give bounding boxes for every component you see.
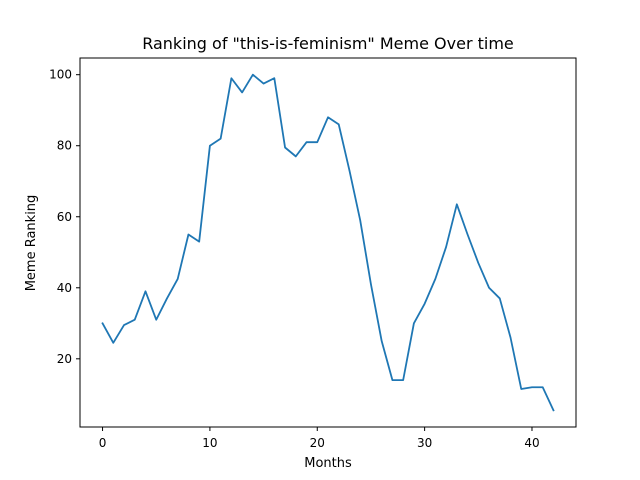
data-point (434, 278, 436, 280)
x-tick-label: 40 (524, 436, 539, 450)
data-point (542, 386, 544, 388)
data-point (477, 262, 479, 264)
data-point (144, 290, 147, 292)
y-tick-label: 60 (57, 210, 72, 224)
data-point (499, 297, 501, 300)
y-tick-label: 100 (49, 68, 72, 82)
chart-title: Ranking of "this-is-feminism" Meme Over … (142, 34, 514, 53)
x-tick-label: 20 (310, 436, 325, 450)
data-point (123, 324, 125, 326)
data-point (112, 342, 114, 344)
y-axis-label: Meme Ranking (24, 195, 39, 292)
y-axis-ticks: 20 40 60 80 100 (49, 68, 80, 366)
y-tick-label: 80 (57, 139, 72, 153)
data-point (552, 409, 555, 411)
data-point (101, 322, 104, 324)
data-point (424, 303, 426, 305)
y-tick-label: 20 (57, 352, 72, 366)
data-point (134, 319, 136, 321)
data-point (316, 141, 318, 143)
data-point (413, 322, 415, 324)
plot-frame (79, 57, 577, 428)
data-point (327, 116, 329, 118)
data-point (456, 203, 458, 205)
data-point (284, 146, 286, 149)
data-point (445, 246, 447, 248)
data-point (359, 219, 361, 221)
x-tick-label: 30 (417, 436, 432, 450)
data-point (305, 141, 308, 143)
data-point (509, 336, 512, 339)
data-point (531, 386, 533, 388)
data-point (220, 138, 222, 140)
y-tick-label: 40 (57, 281, 72, 295)
data-point (273, 77, 275, 79)
data-point (370, 283, 372, 285)
data-point (295, 155, 297, 157)
data-point (209, 145, 211, 147)
x-tick-label: 0 (99, 436, 107, 450)
data-point (338, 123, 340, 126)
data-point (155, 319, 157, 321)
data-point (166, 297, 168, 300)
x-axis-ticks: 0 10 20 30 40 (99, 427, 540, 450)
data-point (402, 379, 404, 381)
data-point (262, 82, 265, 85)
plot-content (101, 73, 555, 412)
x-tick-label: 10 (202, 436, 217, 450)
data-point (466, 233, 469, 236)
data-point (198, 241, 200, 243)
data-point (187, 233, 190, 236)
data-point (230, 77, 232, 79)
data-point (488, 287, 490, 289)
data-point (348, 169, 351, 172)
data-point (177, 278, 179, 280)
data-point (391, 379, 394, 381)
data-point (252, 74, 254, 76)
x-axis-label: Months (304, 456, 352, 471)
data-point (520, 388, 522, 390)
data-point (381, 340, 383, 342)
data-point (241, 91, 243, 94)
